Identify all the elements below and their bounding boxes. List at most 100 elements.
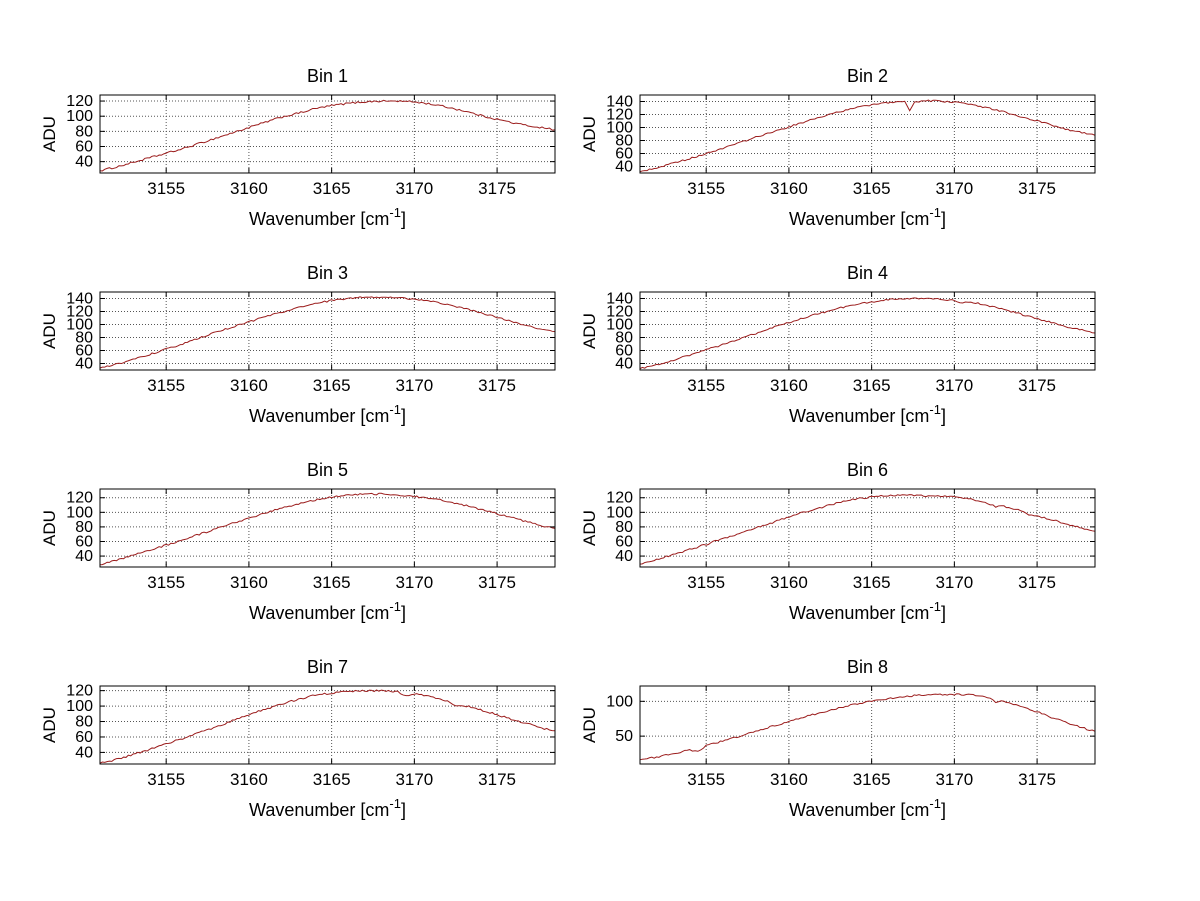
x-tick-label: 3155 (147, 573, 185, 592)
y-tick-label: 60 (615, 343, 633, 360)
y-tick-label: 100 (66, 698, 93, 715)
x-tick-label: 3170 (935, 376, 973, 395)
x-tick-label: 3170 (395, 770, 433, 789)
y-axis-label: ADU (40, 510, 59, 546)
y-tick-label: 100 (606, 317, 633, 334)
y-tick-label: 40 (75, 356, 93, 373)
x-tick-label: 3175 (1018, 770, 1056, 789)
y-tick-label: 100 (66, 317, 93, 334)
chart-title: Bin 7 (307, 657, 348, 677)
y-tick-label: 60 (75, 343, 93, 360)
y-tick-label: 60 (615, 146, 633, 163)
series-line (99, 492, 556, 566)
x-axis-label: Wavenumber [cm-1] (249, 205, 406, 229)
series-line (639, 99, 1096, 173)
y-tick-label: 120 (606, 107, 633, 124)
x-axis-label: Wavenumber [cm-1] (789, 402, 946, 426)
y-tick-label: 40 (615, 356, 633, 373)
y-tick-label: 60 (615, 533, 633, 550)
chart-bin-5: 3155 3160 3165 3170 3175 40 60 80 100 120 Bin 5 ADU… (0, 451, 560, 648)
x-tick-label: 3160 (230, 179, 268, 198)
x-tick-label: 3155 (687, 376, 725, 395)
chart-bin-3: 3155 3160 3165 3170 3175 40 60 80 100 120 140 Bin 3… (0, 254, 560, 451)
x-tick-label: 3165 (853, 573, 891, 592)
x-tick-label: 3170 (395, 179, 433, 198)
chart-title: Bin 5 (307, 460, 348, 480)
x-tick-label: 3170 (935, 179, 973, 198)
chart-bin-7: 3155 3160 3165 3170 3175 40 60 80 100 120 Bin 7 ADU… (0, 648, 560, 845)
series-line (639, 693, 1096, 761)
y-tick-label: 100 (606, 504, 633, 521)
series-line (99, 99, 556, 172)
x-tick-label: 3160 (770, 179, 808, 198)
x-tick-label: 3175 (478, 179, 516, 198)
series-line (639, 297, 1096, 370)
chart-bin-2: 3155 3160 3165 3170 3175 40 60 80 100 120 140 Bin 2… (540, 57, 1100, 254)
y-tick-label: 80 (615, 133, 633, 150)
x-tick-label: 3175 (1018, 179, 1056, 198)
y-tick-label: 60 (75, 533, 93, 550)
y-tick-label: 80 (75, 519, 93, 536)
y-tick-label: 120 (66, 683, 93, 700)
x-axis-label: Wavenumber [cm-1] (789, 796, 946, 820)
x-tick-label: 3175 (478, 770, 516, 789)
y-tick-label: 80 (75, 714, 93, 731)
y-axis-label: ADU (580, 510, 599, 546)
x-tick-label: 3155 (687, 179, 725, 198)
x-tick-label: 3165 (853, 770, 891, 789)
y-axis-label: ADU (580, 707, 599, 743)
x-tick-label: 3165 (313, 573, 351, 592)
y-tick-label: 60 (75, 138, 93, 155)
chart-title: Bin 8 (847, 657, 888, 677)
y-tick-label: 100 (66, 108, 93, 125)
x-tick-label: 3175 (478, 573, 516, 592)
y-tick-label: 120 (66, 93, 93, 110)
plot-box (639, 685, 1096, 765)
y-tick-label: 80 (615, 519, 633, 536)
y-tick-label: 40 (75, 154, 93, 171)
x-axis-label: Wavenumber [cm-1] (249, 796, 406, 820)
x-axis-label: Wavenumber [cm-1] (249, 402, 406, 426)
y-tick-label: 80 (75, 123, 93, 140)
x-tick-label: 3155 (147, 770, 185, 789)
y-axis-label: ADU (580, 116, 599, 152)
x-tick-label: 3160 (230, 376, 268, 395)
y-tick-label: 40 (75, 548, 93, 565)
y-tick-label: 140 (606, 94, 633, 111)
x-tick-label: 3170 (935, 573, 973, 592)
series-line (99, 296, 556, 369)
x-tick-label: 3170 (395, 376, 433, 395)
y-tick-label: 140 (66, 291, 93, 308)
y-axis-label: ADU (580, 313, 599, 349)
plot-box (99, 685, 556, 765)
y-tick-label: 100 (606, 120, 633, 137)
y-tick-label: 120 (606, 304, 633, 321)
series-line (639, 494, 1096, 565)
x-tick-label: 3165 (313, 376, 351, 395)
x-tick-label: 3160 (230, 573, 268, 592)
y-tick-label: 40 (615, 159, 633, 176)
chart-title: Bin 1 (307, 66, 348, 86)
x-tick-label: 3170 (395, 573, 433, 592)
y-tick-label: 120 (66, 304, 93, 321)
x-tick-label: 3170 (935, 770, 973, 789)
x-tick-label: 3160 (770, 770, 808, 789)
x-tick-label: 3165 (313, 770, 351, 789)
chart-svg-bin-8: 3155 3160 3165 3170 3175 50 100 Bin 8 ADU Wavenum… (580, 657, 1096, 820)
x-tick-label: 3175 (1018, 573, 1056, 592)
x-tick-label: 3155 (687, 573, 725, 592)
x-tick-label: 3160 (230, 770, 268, 789)
x-tick-label: 3160 (770, 376, 808, 395)
plot-box (639, 94, 1096, 174)
x-tick-label: 3175 (478, 376, 516, 395)
x-tick-label: 3165 (853, 179, 891, 198)
x-tick-label: 3155 (147, 179, 185, 198)
chart-title: Bin 2 (847, 66, 888, 86)
x-axis-label: Wavenumber [cm-1] (789, 599, 946, 623)
y-tick-label: 40 (615, 548, 633, 565)
